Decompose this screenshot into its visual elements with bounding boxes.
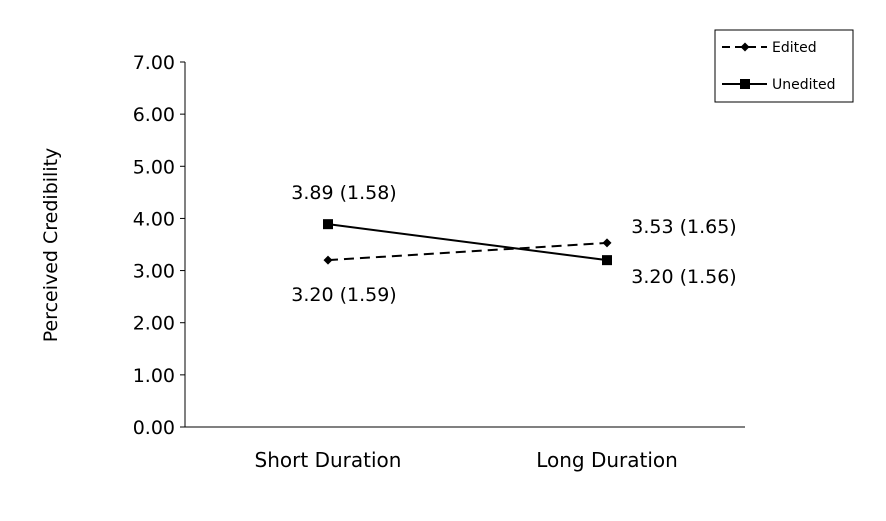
legend-label: Edited [772,40,817,56]
legend-item-edited: Edited [722,40,817,56]
data-label: 3.89 (1.58) [291,182,396,204]
y-tick-label: 5.00 [133,156,175,178]
x-tick-label: Short Duration [255,448,402,472]
y-tick-labels: 0.00 1.00 2.00 3.00 4.00 5.00 6.00 7.00 [133,52,185,439]
series-line [327,241,608,262]
series-line [327,223,608,262]
series-edited [323,238,612,265]
x-tick-labels: Short Duration Long Duration [255,448,678,472]
y-axis-title: Perceived Credibility [40,148,62,343]
data-point-diamond [323,255,333,265]
legend-marker-square [740,79,750,89]
y-tick-label: 1.00 [133,365,175,387]
y-tick-label: 0.00 [133,417,175,439]
y-tick-label: 6.00 [133,104,175,126]
legend-item-unedited: Unedited [722,77,836,93]
data-label: 3.53 (1.65) [631,216,736,238]
y-tick-label: 2.00 [133,313,175,335]
legend-box [714,29,854,103]
series-unedited [323,219,612,266]
data-point-diamond [602,238,612,248]
y-tick-label: 4.00 [133,208,175,230]
data-labels: 3.20 (1.59) 3.53 (1.65) 3.89 (1.58) 3.20 (1… [291,182,736,306]
y-tick-label: 3.00 [133,261,175,283]
legend-marker-diamond [740,42,750,52]
legend-label: Unedited [772,77,836,93]
axes [184,62,745,428]
data-point-square [323,219,333,230]
data-point-square [602,255,612,266]
data-label: 3.20 (1.56) [631,266,736,288]
series-layer [323,219,612,266]
legend-entries: Edited Unedited [722,40,836,93]
legend: Edited Unedited [714,29,854,103]
data-label: 3.20 (1.59) [291,284,396,306]
x-tick-label: Long Duration [536,448,678,472]
y-tick-label: 7.00 [133,52,175,74]
